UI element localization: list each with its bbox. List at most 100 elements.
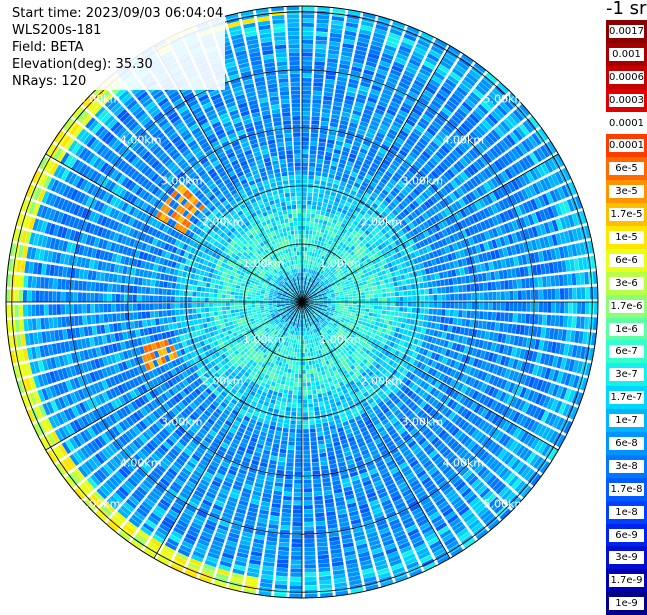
ray-cell — [278, 392, 283, 397]
ray-cell — [315, 381, 319, 386]
ray-cell — [276, 572, 288, 577]
ray-cell — [501, 291, 505, 300]
ray-cell — [311, 214, 315, 218]
ray-cell — [304, 547, 315, 551]
ray-cell — [316, 521, 326, 526]
ray-cell — [454, 310, 458, 317]
ray-cell — [302, 78, 312, 82]
ray-cell — [420, 308, 424, 313]
ray-cell — [305, 560, 316, 564]
ray-cell — [479, 311, 484, 319]
ray-cell — [284, 492, 293, 497]
ray-cell — [286, 360, 289, 364]
ray-cell — [313, 87, 322, 92]
ray-cell — [323, 486, 332, 491]
ray-cell — [368, 283, 373, 287]
ray-cell — [302, 213, 306, 217]
ray-cell — [347, 289, 351, 292]
ray-cell — [326, 443, 333, 448]
ray-cell — [295, 348, 298, 352]
ray-cell — [307, 382, 311, 386]
ray-cell — [486, 322, 491, 331]
ray-cell — [310, 424, 316, 428]
ray-cell — [282, 432, 288, 437]
ray-cell — [296, 438, 302, 442]
ray-cell — [364, 288, 368, 292]
ray-cell — [318, 555, 329, 560]
ray-cell — [404, 302, 408, 307]
ray-cell — [303, 281, 304, 285]
ray-cell — [302, 217, 306, 221]
ray-cell — [351, 288, 355, 291]
ray-cell — [321, 207, 326, 212]
ray-cell — [443, 325, 448, 332]
ray-cell — [322, 203, 327, 208]
ray-cell — [309, 171, 315, 175]
ray-cell — [313, 483, 321, 488]
ray-cell — [304, 518, 313, 522]
ray-cell — [310, 348, 313, 352]
ray-cell — [318, 559, 329, 564]
ray-cell — [279, 388, 284, 393]
ray-cell — [311, 352, 314, 356]
ray-cell — [312, 205, 317, 209]
ray-cell — [388, 278, 393, 283]
ray-cell — [293, 344, 296, 348]
ray-cell — [304, 467, 311, 471]
ray-cell — [286, 467, 294, 471]
ray-cell — [340, 304, 344, 306]
ray-cell — [302, 192, 307, 196]
ray-cell — [305, 353, 308, 357]
ray-cell — [503, 323, 508, 332]
ray-cell — [292, 399, 297, 403]
ray-cell — [303, 277, 304, 281]
ray-cell — [311, 343, 314, 347]
ray-cell — [308, 357, 311, 361]
ray-cell — [279, 542, 290, 547]
ray-cell — [320, 406, 325, 411]
ray-cell — [441, 287, 445, 293]
ray-cell — [314, 407, 319, 412]
ray-cell — [302, 82, 311, 86]
ray-cell — [315, 176, 321, 181]
ray-cell — [296, 336, 298, 340]
ray-cell — [280, 406, 285, 411]
ray-cell — [304, 336, 306, 340]
ray-cell — [313, 248, 316, 252]
ray-cell — [348, 307, 352, 310]
ray-cell — [378, 306, 382, 310]
ray-cell — [394, 317, 399, 322]
ray-cell — [318, 444, 325, 449]
ray-cell — [450, 294, 454, 301]
ray-cell — [302, 201, 306, 205]
ray-cell — [317, 241, 321, 246]
ray-cell — [298, 395, 302, 399]
ray-cell — [272, 503, 281, 508]
ray-cell — [308, 340, 310, 344]
ray-cell — [330, 363, 334, 368]
ray-cell — [433, 288, 437, 294]
ray-cell — [304, 463, 311, 467]
ray-cell — [309, 167, 315, 171]
ray-cell — [463, 293, 467, 300]
ray-cell — [357, 293, 361, 296]
ray-cell — [302, 340, 304, 344]
ray-cell — [538, 314, 543, 325]
ray-cell — [303, 374, 306, 378]
ray-cell — [577, 302, 581, 314]
ray-cell — [270, 516, 280, 521]
ray-cell — [364, 326, 369, 330]
ray-cell — [454, 302, 458, 309]
ray-cell — [480, 302, 484, 310]
ray-cell — [461, 319, 466, 326]
ray-cell — [497, 302, 501, 311]
ray-cell — [444, 279, 449, 286]
ray-cell — [317, 432, 323, 437]
ray-cell — [311, 210, 315, 214]
ray-cell — [404, 274, 409, 280]
ray-cell — [316, 364, 320, 368]
ray-cell — [305, 243, 308, 247]
ray-cell — [304, 454, 311, 458]
ray-cell — [313, 95, 322, 100]
ray-cell — [387, 306, 391, 310]
